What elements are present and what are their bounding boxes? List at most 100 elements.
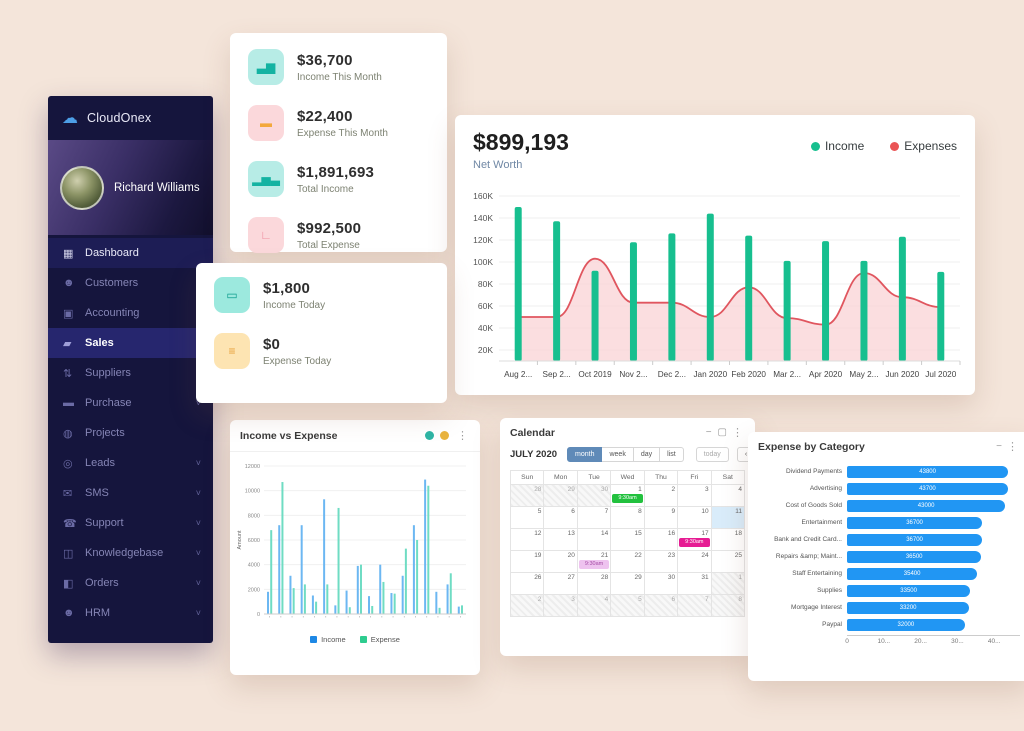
- sidebar-item-customers[interactable]: ☻ Customers: [48, 268, 213, 298]
- calendar-day-cell[interactable]: 5: [611, 595, 644, 616]
- calendar-day-cell[interactable]: 20: [544, 551, 577, 572]
- calendar-view-week[interactable]: week: [602, 447, 634, 462]
- calendar-day-cell[interactable]: 7: [678, 595, 711, 616]
- calendar-day-cell[interactable]: 12: [511, 529, 544, 550]
- kebab-menu-icon[interactable]: ⋮: [1007, 441, 1018, 453]
- calendar-day-cell[interactable]: 26: [511, 573, 544, 594]
- calendar-day-cell[interactable]: 19: [511, 551, 544, 572]
- calendar-day-cell[interactable]: 23: [644, 551, 678, 572]
- sidebar: ☁ CloudOnex Richard Williams ▦ Dashboard ☻…: [48, 96, 213, 643]
- stat-value: $1,891,693: [297, 163, 375, 181]
- minimize-icon[interactable]: −: [705, 427, 712, 438]
- calendar-day-cell[interactable]: 14: [577, 529, 611, 550]
- sidebar-item-sales[interactable]: ▰ Sales: [48, 328, 213, 358]
- category-bar[interactable]: 36500: [847, 550, 982, 563]
- calendar-view-month[interactable]: month: [567, 447, 603, 462]
- sidebar-item-orders[interactable]: ◧ Orders ˅: [48, 568, 213, 598]
- category-bar[interactable]: 33500: [847, 584, 971, 597]
- minimize-icon[interactable]: −: [996, 441, 1002, 452]
- calendar-day-cell[interactable]: 29: [544, 485, 577, 506]
- calendar-day-cell[interactable]: 13: [544, 529, 577, 550]
- calendar-view-day[interactable]: day: [633, 447, 661, 462]
- svg-text:160K: 160K: [473, 191, 493, 201]
- calendar-day-cell[interactable]: 3: [678, 485, 711, 506]
- sidebar-item-dashboard[interactable]: ▦ Dashboard: [48, 238, 213, 268]
- calendar-day-cell[interactable]: 24: [678, 551, 711, 572]
- calendar-day-cell[interactable]: 17 9:30am: [678, 529, 711, 550]
- calendar-day-cell[interactable]: 6: [644, 595, 678, 616]
- yellow-dot-icon[interactable]: [440, 431, 449, 440]
- calendar-day-number: 17: [701, 530, 709, 537]
- calendar-day-cell[interactable]: 28: [511, 485, 544, 506]
- sidebar-item-knowledgebase[interactable]: ◫ Knowledgebase ˅: [48, 538, 213, 568]
- calendar-day-cell[interactable]: 2: [511, 595, 544, 616]
- teal-dot-icon[interactable]: [425, 431, 434, 440]
- calendar-day-cell[interactable]: 31: [678, 573, 711, 594]
- calendar-day-cell[interactable]: 22: [611, 551, 644, 572]
- calendar-event[interactable]: 9:30am: [578, 560, 610, 569]
- legend-item-income[interactable]: Income: [810, 139, 864, 153]
- category-bar[interactable]: 35400: [847, 567, 978, 580]
- category-bar[interactable]: 32000: [847, 618, 965, 631]
- calendar-day-cell[interactable]: 4: [577, 595, 611, 616]
- sidebar-item-suppliers[interactable]: ⇅ Suppliers: [48, 358, 213, 388]
- sidebar-item-accounting[interactable]: ▣ Accounting: [48, 298, 213, 328]
- expand-icon[interactable]: ▢: [717, 427, 727, 438]
- calendar-day-cell[interactable]: 4: [711, 485, 744, 506]
- category-bar[interactable]: 36700: [847, 516, 983, 529]
- sidebar-item-sms[interactable]: ✉ SMS ˅: [48, 478, 213, 508]
- calendar-today-button[interactable]: today: [695, 447, 729, 462]
- calendar-day-cell[interactable]: 1: [711, 573, 744, 594]
- sidebar-item-purchase[interactable]: ▬ Purchase ˅: [48, 388, 213, 418]
- sidebar-item-leads[interactable]: ◎ Leads ˅: [48, 448, 213, 478]
- calendar-day-cell[interactable]: 3: [544, 595, 577, 616]
- calendar-day-cell[interactable]: 25: [711, 551, 744, 572]
- calendar-event[interactable]: 9:30am: [679, 538, 710, 547]
- calendar-day-cell[interactable]: 8: [611, 507, 644, 528]
- customers-icon: ☻: [63, 277, 75, 289]
- calendar-event[interactable]: 9:30am: [612, 494, 643, 503]
- category-bar[interactable]: 43800: [847, 465, 1009, 478]
- calendar-day-cell[interactable]: 5: [511, 507, 544, 528]
- calendar-day-cell[interactable]: 15: [611, 529, 644, 550]
- calendar-day-number: 22: [634, 552, 642, 559]
- calendar-view-list[interactable]: list: [660, 447, 684, 462]
- stat-income-today: ▭ $1,800 Income Today: [196, 267, 447, 323]
- sidebar-item-projects[interactable]: ◍ Projects: [48, 418, 213, 448]
- sidebar-item-support[interactable]: ☎ Support ˅: [48, 508, 213, 538]
- calendar-day-number: 28: [534, 486, 542, 493]
- calendar-day-cell[interactable]: 29: [611, 573, 644, 594]
- category-bar[interactable]: 33200: [847, 601, 970, 614]
- calendar-day-cell[interactable]: 30: [644, 573, 678, 594]
- category-bar[interactable]: 36700: [847, 533, 983, 546]
- category-bar[interactable]: 43000: [847, 499, 1006, 512]
- kebab-menu-icon[interactable]: ⋮: [457, 430, 468, 442]
- calendar-day-cell[interactable]: 11: [711, 507, 744, 528]
- calendar-day-cell[interactable]: 6: [544, 507, 577, 528]
- calendar-month-label: JULY 2020: [510, 449, 558, 460]
- legend-item-income[interactable]: Income: [310, 635, 346, 644]
- calendar-day-cell[interactable]: 21 9:30am: [577, 551, 611, 572]
- calendar-day-cell[interactable]: 8: [711, 595, 744, 616]
- calendar-day-cell[interactable]: 10: [678, 507, 711, 528]
- category-bar[interactable]: 43700: [847, 482, 1008, 495]
- calendar-day-cell[interactable]: 2: [644, 485, 678, 506]
- calendar-day-cell[interactable]: 16: [644, 529, 678, 550]
- calendar-day-cell[interactable]: 27: [544, 573, 577, 594]
- kebab-menu-icon[interactable]: ⋮: [732, 427, 743, 439]
- sidebar-item-hrm[interactable]: ☻ HRM ˅: [48, 598, 213, 628]
- stat-value: $0: [263, 335, 281, 353]
- calendar-grid: Sun Mon Tue Wed Thu Fri Sat 28 29 30 1 9:30am 2 3 4 5 6 7…: [510, 470, 745, 617]
- legend-item-expenses[interactable]: Expenses: [890, 139, 957, 153]
- svg-text:120K: 120K: [473, 235, 493, 245]
- calendar-day-cell[interactable]: 7: [577, 507, 611, 528]
- calendar-day-cell[interactable]: 1 9:30am: [611, 485, 644, 506]
- calendar-view-switcher: month week day list: [567, 447, 684, 462]
- calendar-day-cell[interactable]: 30: [577, 485, 611, 506]
- legend-item-expense[interactable]: Expense: [359, 635, 400, 644]
- calendar-day-cell[interactable]: 28: [577, 573, 611, 594]
- calendar-day-cell[interactable]: 18: [711, 529, 744, 550]
- calendar-day-number: 4: [604, 596, 609, 603]
- user-profile[interactable]: Richard Williams: [48, 140, 213, 235]
- calendar-day-cell[interactable]: 9: [644, 507, 678, 528]
